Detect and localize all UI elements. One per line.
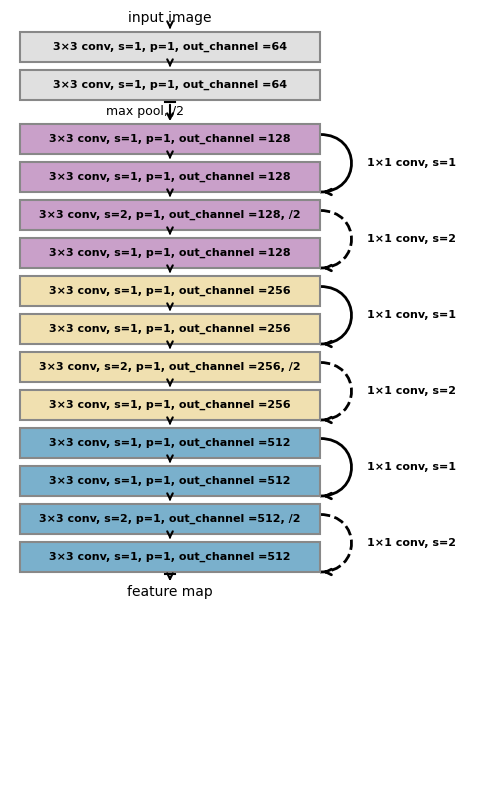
- FancyBboxPatch shape: [20, 504, 320, 534]
- Text: 1×1 conv, s=1: 1×1 conv, s=1: [367, 310, 456, 320]
- FancyBboxPatch shape: [20, 32, 320, 62]
- FancyBboxPatch shape: [20, 238, 320, 268]
- FancyBboxPatch shape: [20, 276, 320, 306]
- Text: 3×3 conv, s=1, p=1, out_channel =256: 3×3 conv, s=1, p=1, out_channel =256: [49, 286, 291, 296]
- Text: 3×3 conv, s=1, p=1, out_channel =64: 3×3 conv, s=1, p=1, out_channel =64: [53, 80, 287, 91]
- Text: input image: input image: [128, 11, 212, 25]
- Text: 3×3 conv, s=2, p=1, out_channel =128, /2: 3×3 conv, s=2, p=1, out_channel =128, /2: [39, 210, 301, 220]
- FancyBboxPatch shape: [20, 428, 320, 458]
- Text: 1×1 conv, s=2: 1×1 conv, s=2: [367, 538, 456, 548]
- Text: 1×1 conv, s=1: 1×1 conv, s=1: [367, 158, 456, 168]
- Text: 3×3 conv, s=1, p=1, out_channel =512: 3×3 conv, s=1, p=1, out_channel =512: [49, 476, 291, 486]
- FancyBboxPatch shape: [20, 314, 320, 344]
- Text: 3×3 conv, s=2, p=1, out_channel =256, /2: 3×3 conv, s=2, p=1, out_channel =256, /2: [39, 362, 301, 372]
- FancyBboxPatch shape: [20, 352, 320, 382]
- FancyBboxPatch shape: [20, 200, 320, 230]
- Text: 3×3 conv, s=1, p=1, out_channel =128: 3×3 conv, s=1, p=1, out_channel =128: [49, 172, 291, 182]
- FancyBboxPatch shape: [20, 124, 320, 154]
- FancyBboxPatch shape: [20, 162, 320, 192]
- Text: feature map: feature map: [127, 585, 213, 599]
- Text: 1×1 conv, s=2: 1×1 conv, s=2: [367, 234, 456, 245]
- Text: 3×3 conv, s=1, p=1, out_channel =128: 3×3 conv, s=1, p=1, out_channel =128: [49, 134, 291, 145]
- FancyBboxPatch shape: [20, 466, 320, 496]
- FancyBboxPatch shape: [20, 542, 320, 572]
- FancyBboxPatch shape: [20, 390, 320, 420]
- Text: max pool, /2: max pool, /2: [106, 106, 184, 118]
- FancyBboxPatch shape: [20, 70, 320, 100]
- Text: 1×1 conv, s=1: 1×1 conv, s=1: [367, 462, 456, 472]
- Text: 3×3 conv, s=1, p=1, out_channel =256: 3×3 conv, s=1, p=1, out_channel =256: [49, 324, 291, 334]
- Text: 3×3 conv, s=1, p=1, out_channel =128: 3×3 conv, s=1, p=1, out_channel =128: [49, 248, 291, 258]
- Text: 3×3 conv, s=2, p=1, out_channel =512, /2: 3×3 conv, s=2, p=1, out_channel =512, /2: [39, 514, 301, 524]
- Text: 3×3 conv, s=1, p=1, out_channel =512: 3×3 conv, s=1, p=1, out_channel =512: [49, 552, 291, 562]
- Text: 3×3 conv, s=1, p=1, out_channel =256: 3×3 conv, s=1, p=1, out_channel =256: [49, 400, 291, 410]
- Text: 3×3 conv, s=1, p=1, out_channel =64: 3×3 conv, s=1, p=1, out_channel =64: [53, 42, 287, 52]
- Text: 1×1 conv, s=2: 1×1 conv, s=2: [367, 386, 456, 396]
- Text: 3×3 conv, s=1, p=1, out_channel =512: 3×3 conv, s=1, p=1, out_channel =512: [49, 437, 291, 448]
